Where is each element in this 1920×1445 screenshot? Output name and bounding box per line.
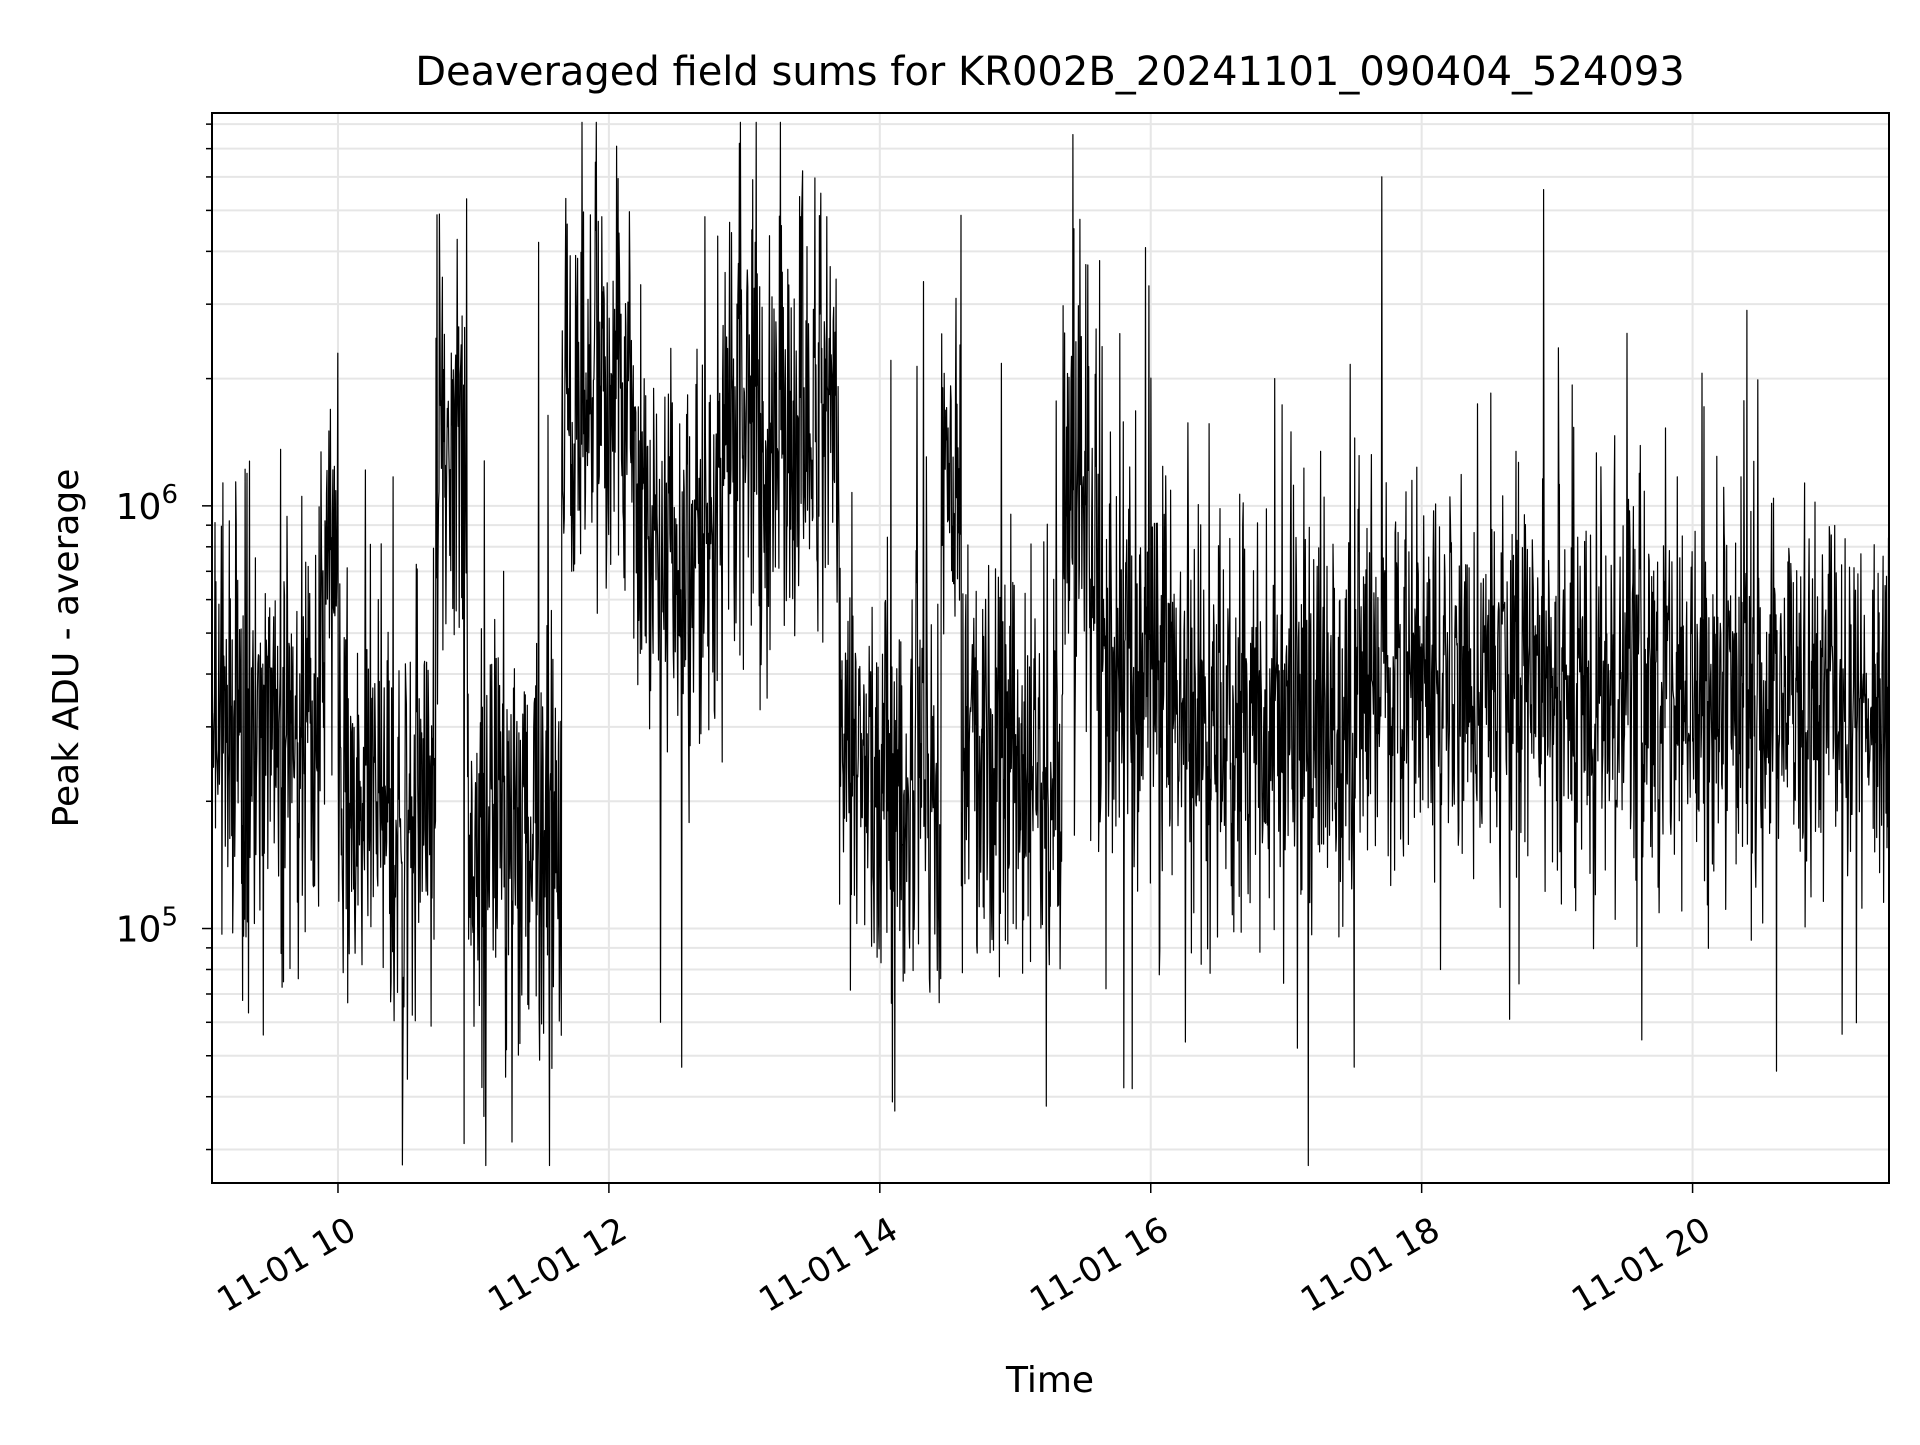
x-axis-label: Time bbox=[1005, 1360, 1094, 1401]
y-tick-base: 10 bbox=[116, 910, 162, 951]
chart-title: Deaveraged field sums for KR002B_2024110… bbox=[415, 49, 1685, 95]
grid bbox=[212, 113, 1889, 1183]
y-tick-exponent: 5 bbox=[161, 903, 178, 933]
data-series bbox=[211, 121, 1890, 1167]
y-tick-label: 105 bbox=[116, 903, 178, 951]
series-line bbox=[211, 121, 1890, 1167]
y-tick-base: 10 bbox=[116, 487, 162, 528]
y-tick-label: 106 bbox=[116, 480, 178, 528]
y-tick-exponent: 6 bbox=[161, 480, 178, 510]
y-axis-label: Peak ADU - average bbox=[46, 469, 87, 828]
plot-frame bbox=[211, 112, 1890, 1184]
